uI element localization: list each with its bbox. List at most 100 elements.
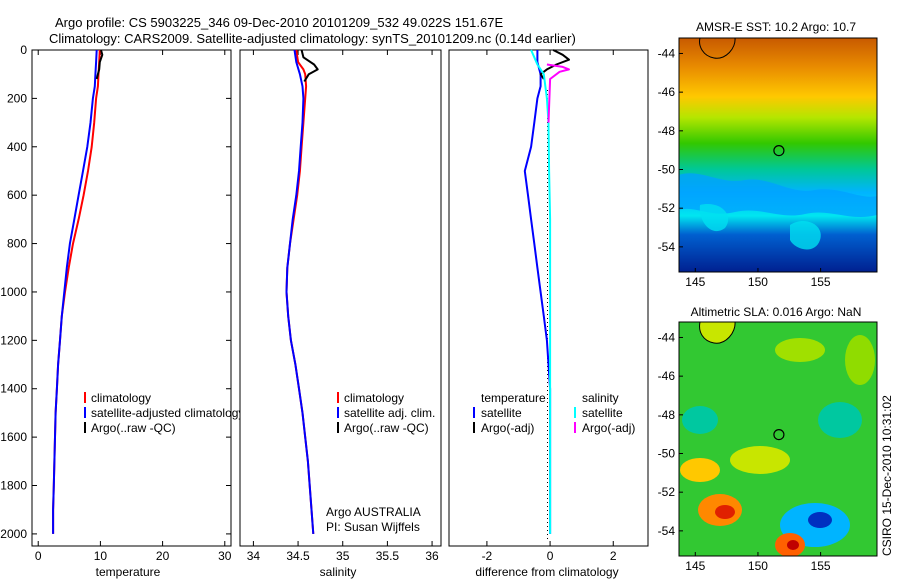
temperature-series — [52, 49, 104, 534]
legend-label-sal-satellite-diff: satellite — [582, 406, 623, 420]
map-y-tick-label: -46 — [658, 85, 676, 99]
sla-anomaly — [808, 512, 832, 528]
sst-argo-position-marker — [773, 145, 785, 157]
sla-anomaly — [682, 406, 718, 434]
sst-cool-tongue — [679, 173, 877, 218]
salinity-axes-box — [239, 49, 442, 547]
sst-map-title: AMSR-E SST: 10.2 Argo: 10.7 — [696, 20, 856, 34]
temperature-x-axis: 0 10 20 30 — [35, 50, 232, 563]
sla-anomaly — [775, 338, 825, 362]
map-y-tick-label: -48 — [658, 408, 676, 422]
x-tick-label: 34.5 — [286, 549, 310, 563]
sst-land-tasmania — [699, 38, 736, 59]
sla-argo-position-marker — [773, 429, 785, 441]
y-tick-label: 1200 — [0, 333, 27, 347]
series-line-satellite-adj-clim- — [285, 49, 315, 534]
series-line-salinity-argo-adj- — [546, 63, 570, 123]
legend-label-climatology: climatology — [91, 391, 151, 405]
map-x-tick-label: 155 — [811, 275, 831, 289]
salinity-legend: climatology satellite adj. clim. Argo(..… — [337, 391, 435, 435]
difference-xlabel: difference from climatology — [475, 565, 618, 579]
sst-map-axes: 145 150 155 -44 -46 -48 -50 -52 -54 — [658, 46, 831, 289]
difference-x-axis: -2 0 2 — [482, 50, 617, 563]
sst-cold-patch — [790, 220, 821, 250]
y-tick-label: 1600 — [0, 430, 27, 444]
sla-anomaly — [787, 540, 799, 550]
legend-heading-temperature: temperature — [481, 391, 546, 405]
argo-pi-annotation: PI: Susan Wijffels — [326, 520, 420, 534]
map-y-tick-label: -52 — [658, 485, 676, 499]
x-tick-label: -2 — [482, 549, 493, 563]
sla-anomaly — [818, 402, 862, 438]
sla-map-panel: Altimetric SLA: 0.016 Argo: NaN 145 150 15… — [658, 305, 878, 573]
x-tick-label: 35.5 — [376, 549, 400, 563]
y-tick-label: 800 — [7, 237, 27, 251]
temperature-xlabel: temperature — [96, 565, 161, 579]
map-y-tick-label: -44 — [658, 46, 676, 60]
series-line-satellite-adjusted-climatology — [52, 49, 98, 534]
temperature-legend: climatology satellite-adjusted climatolo… — [84, 391, 244, 435]
salinity-series — [285, 49, 319, 534]
x-tick-label: 10 — [94, 549, 108, 563]
x-tick-label: 35 — [336, 549, 350, 563]
sla-map-frame — [678, 321, 878, 557]
y-tick-label: 400 — [7, 140, 27, 154]
legend-label-sal-argo-diff: Argo(-adj) — [582, 421, 635, 435]
map-x-tick-label: 150 — [748, 275, 768, 289]
y-tick-label: 600 — [7, 188, 27, 202]
series-line-temperature-argo-adj- — [539, 49, 570, 80]
legend-label-sal-argo: Argo(..raw -QC) — [344, 421, 429, 435]
sla-map-axes: 145 150 155 -44 -46 -48 -50 -52 -54 — [658, 330, 831, 573]
sst-cold-patch — [699, 204, 729, 232]
x-tick-label: 34 — [247, 549, 261, 563]
y-tick-label: 1400 — [0, 382, 27, 396]
map-y-tick-label: -46 — [658, 369, 676, 383]
map-y-tick-label: -54 — [658, 240, 676, 254]
map-x-tick-label: 145 — [685, 275, 705, 289]
x-tick-label: 0 — [547, 549, 554, 563]
y-tick-label: 1000 — [0, 285, 27, 299]
legend-label-satellite-adjusted: satellite-adjusted climatology — [91, 406, 244, 420]
sla-anomaly — [845, 335, 875, 385]
argo-program-annotation: Argo AUSTRALIA — [326, 505, 421, 519]
x-tick-label: 0 — [35, 549, 42, 563]
x-tick-label: 20 — [156, 549, 170, 563]
difference-legend: temperature satellite Argo(-adj) salinit… — [473, 391, 635, 435]
map-y-tick-label: -50 — [658, 447, 676, 461]
map-y-tick-label: -54 — [658, 524, 676, 538]
legend-label-temp-argo: Argo(-adj) — [481, 421, 534, 435]
x-tick-label: 36 — [425, 549, 439, 563]
series-line-argo-raw-qc- — [300, 49, 319, 83]
map-x-tick-label: 145 — [685, 559, 705, 573]
series-line-argo-raw-qc- — [95, 49, 104, 80]
legend-label-temp-satellite: satellite — [481, 406, 522, 420]
map-x-tick-label: 155 — [811, 559, 831, 573]
difference-panel: -2 0 2 difference from climatology tempera… — [448, 49, 649, 579]
sla-map-title: Altimetric SLA: 0.016 Argo: NaN — [691, 305, 862, 319]
legend-label-argo: Argo(..raw -QC) — [91, 421, 176, 435]
y-tick-label: 0 — [20, 43, 27, 57]
salinity-panel: 34 34.5 35 35.5 36 salinity climatology sate… — [239, 49, 442, 579]
salinity-xlabel: salinity — [320, 565, 357, 579]
figure-title-line2: Climatology: CARS2009. Satellite-adjuste… — [49, 31, 576, 46]
sla-anomaly — [730, 446, 790, 474]
salinity-x-axis: 34 34.5 35 35.5 36 — [247, 50, 439, 563]
sst-map-panel: AMSR-E SST: 10.2 Argo: 10.7 145 150 155 -44… — [658, 20, 878, 289]
sla-anomaly — [715, 505, 735, 519]
x-tick-label: 2 — [610, 549, 617, 563]
sla-anomaly — [680, 458, 720, 482]
legend-label-sal-satellite: satellite adj. clim. — [344, 406, 435, 420]
legend-label-sal-climatology: climatology — [344, 391, 404, 405]
x-tick-label: 30 — [218, 549, 232, 563]
figure-title-line1: Argo profile: CS 5903225_346 09-Dec-2010… — [55, 15, 503, 30]
y-tick-label: 2000 — [0, 527, 27, 541]
sla-land-tasmania — [699, 322, 736, 344]
map-y-tick-label: -52 — [658, 201, 676, 215]
difference-series — [523, 49, 570, 534]
y-tick-label: 1800 — [0, 479, 27, 493]
map-x-tick-label: 150 — [748, 559, 768, 573]
map-y-tick-label: -48 — [658, 124, 676, 138]
temperature-axes-box — [31, 49, 232, 547]
